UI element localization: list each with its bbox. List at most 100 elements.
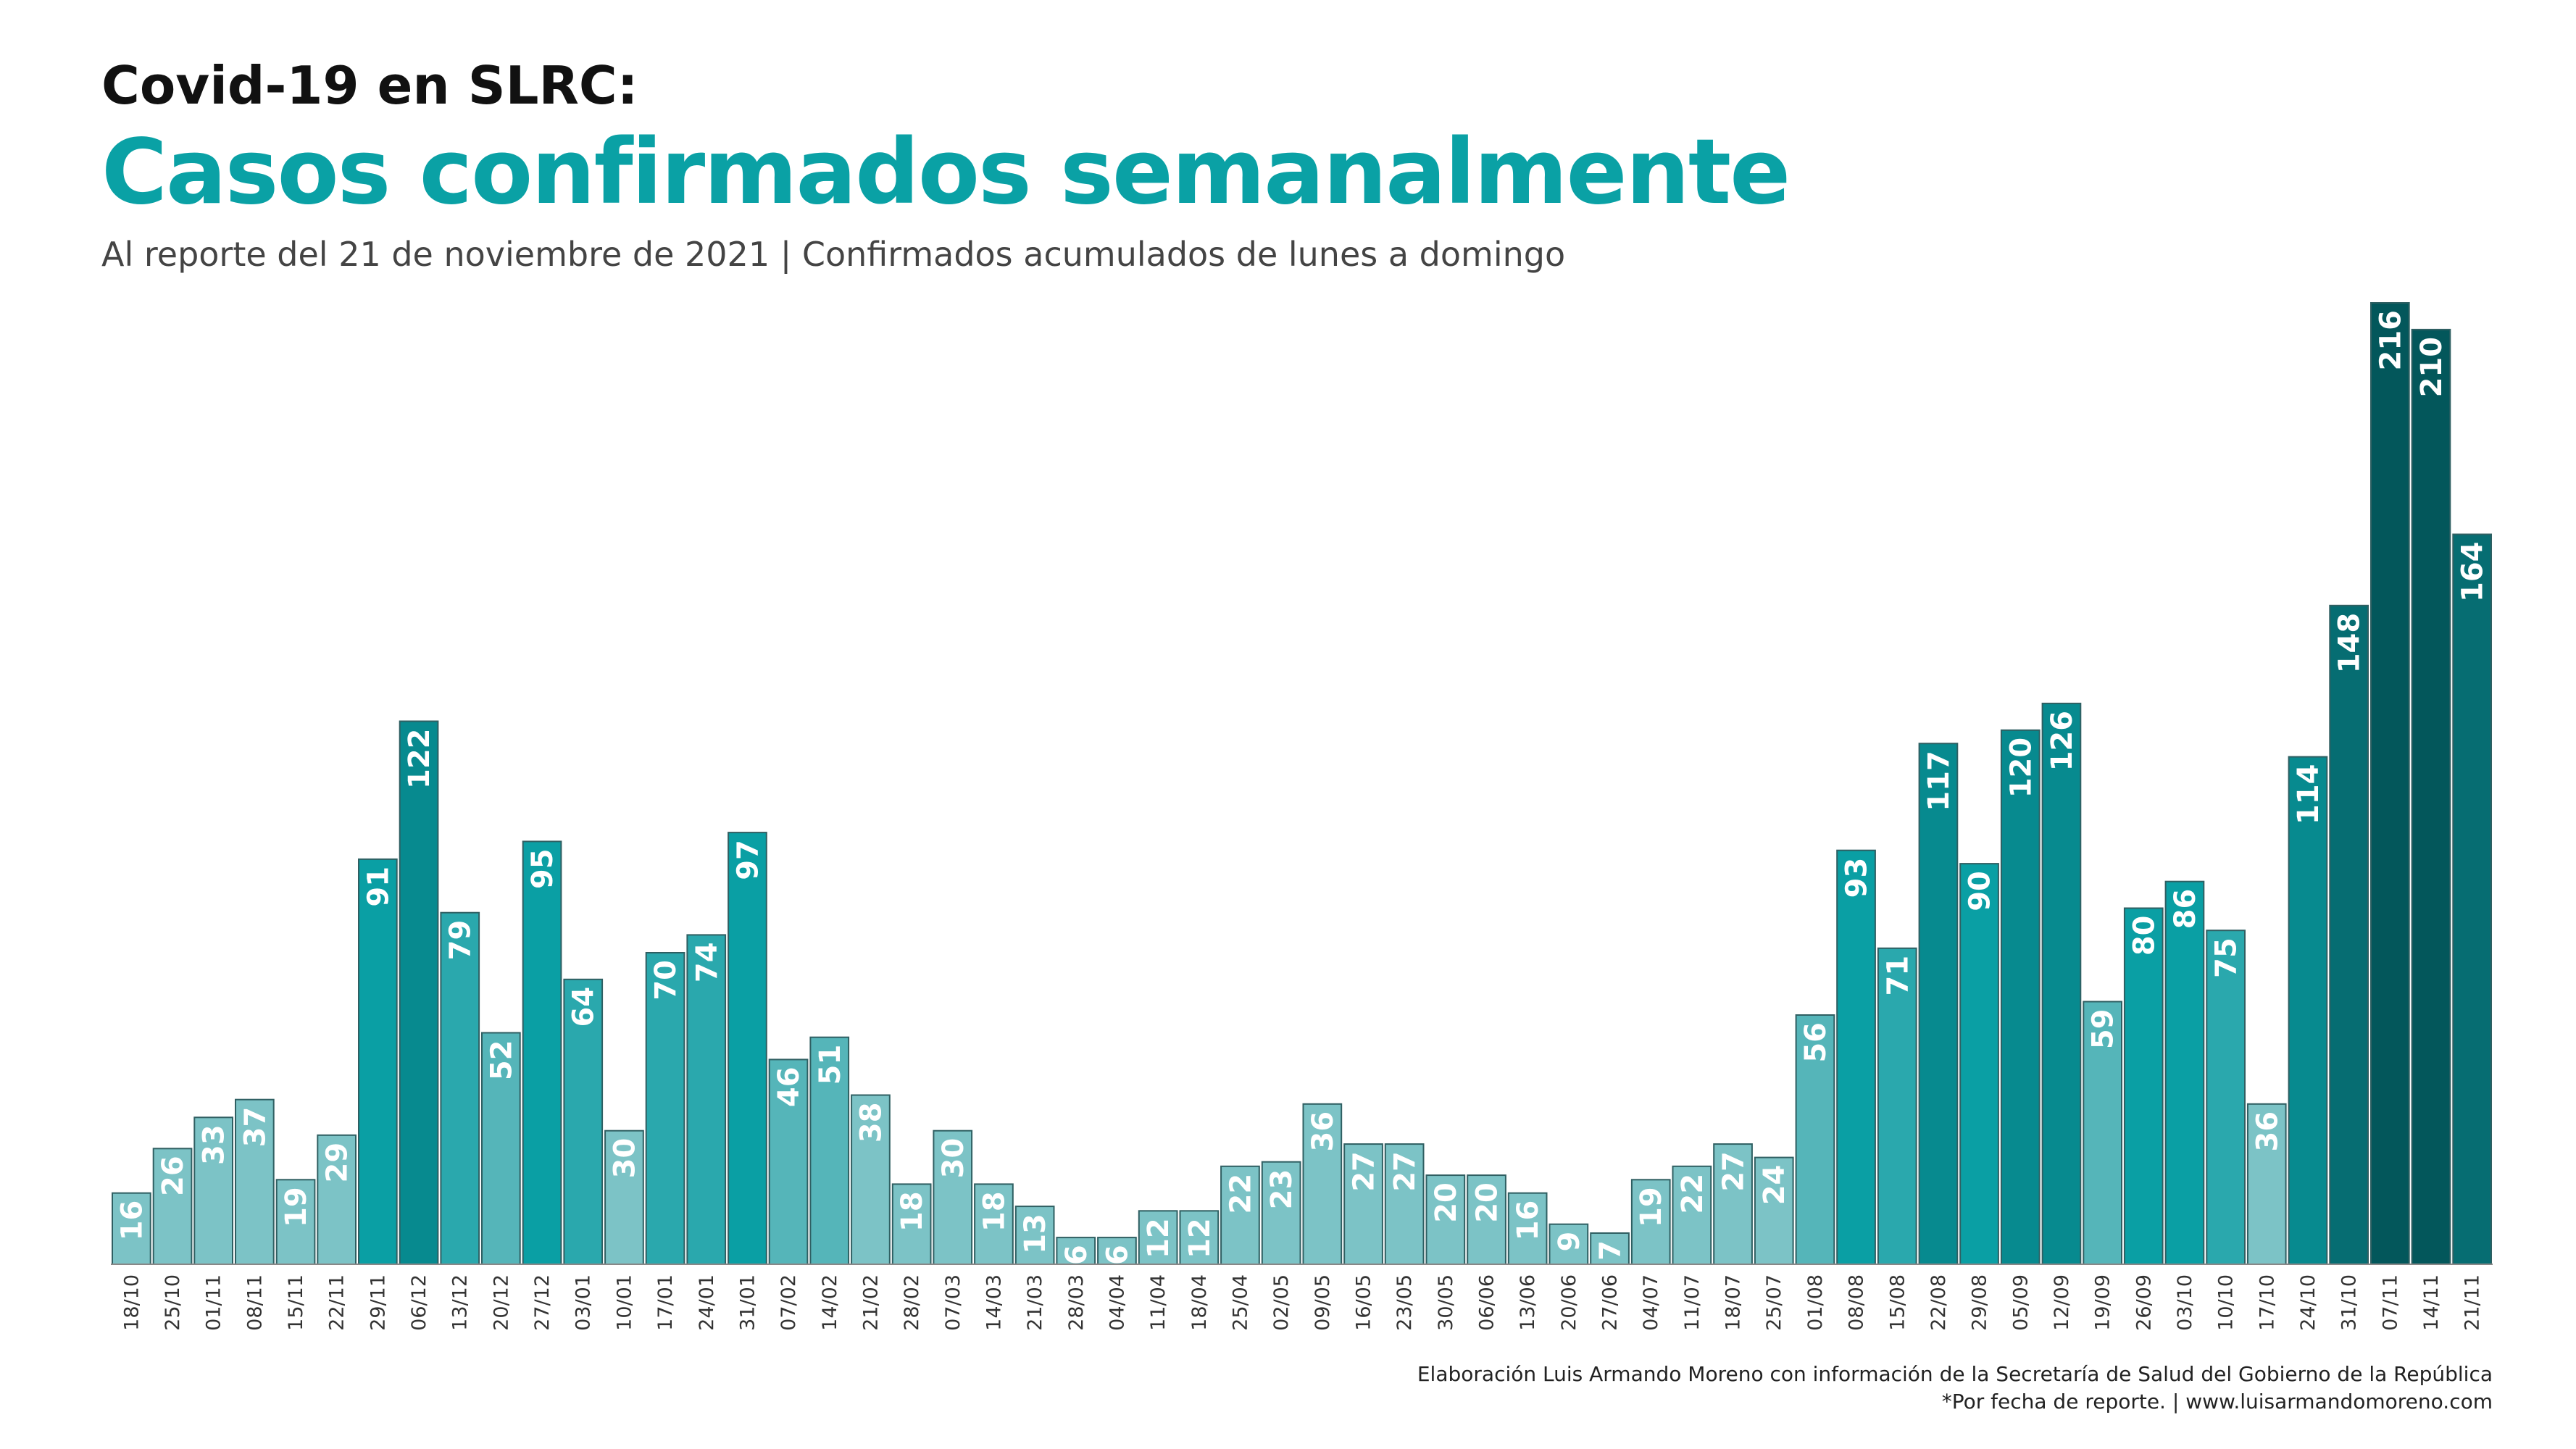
data-label-07/02: 46 <box>772 1066 806 1107</box>
credits-source: Elaboración Luis Armando Moreno con info… <box>1417 1362 2493 1386</box>
bar-28/03 <box>1056 1237 1096 1265</box>
data-label-04/04: 6 <box>1101 1245 1135 1265</box>
data-label-16/05: 27 <box>1348 1151 1381 1192</box>
tick-label-08/08: 08/08 <box>1846 1274 1868 1331</box>
bar-18/04 <box>1179 1210 1220 1266</box>
bar-23/05 <box>1384 1143 1425 1265</box>
data-label-01/11: 33 <box>198 1124 231 1165</box>
data-label-25/10: 26 <box>157 1156 190 1196</box>
data-label-28/02: 18 <box>896 1191 929 1232</box>
data-label-07/11: 216 <box>2374 310 2407 371</box>
bar-31/01 <box>728 832 767 1265</box>
chart-subtitle: Al reporte del 21 de noviembre de 2021 |… <box>101 235 1566 274</box>
data-label-22/11: 29 <box>321 1143 354 1183</box>
tick-label-13/12: 13/12 <box>449 1274 472 1331</box>
tick-label-06/06: 06/06 <box>1476 1274 1499 1331</box>
bar-21/03 <box>1014 1206 1055 1265</box>
bar-14/03 <box>974 1183 1014 1266</box>
chart-title-top: Covid-19 en SLRC: <box>101 55 638 116</box>
bar-30/05 <box>1425 1174 1466 1265</box>
bar-08/08 <box>1836 849 1876 1265</box>
data-label-06/12: 122 <box>403 729 436 790</box>
data-label-03/01: 64 <box>567 987 601 1027</box>
bar-19/09 <box>2083 1001 2123 1265</box>
data-label-10/01: 30 <box>608 1138 641 1179</box>
credits-note: *Por fecha de reporte. | www.luisarmando… <box>1941 1389 2493 1413</box>
chart-credits: Elaboración Luis Armando Moreno con info… <box>1417 1361 2493 1416</box>
data-label-21/02: 38 <box>854 1103 888 1143</box>
tick-label-14/03: 14/03 <box>983 1274 1006 1331</box>
tick-label-07/11: 07/11 <box>2379 1274 2401 1331</box>
tick-label-05/09: 05/09 <box>2009 1274 2032 1331</box>
bar-07/02 <box>768 1058 809 1266</box>
data-label-18/10: 16 <box>115 1200 149 1241</box>
data-label-29/11: 91 <box>362 867 395 907</box>
bar-13/06 <box>1507 1192 1548 1265</box>
bar-21/02 <box>851 1094 891 1265</box>
tick-label-16/05: 16/05 <box>1353 1274 1375 1331</box>
tick-label-01/11: 01/11 <box>203 1274 225 1331</box>
tick-label-14/11: 14/11 <box>2420 1274 2443 1331</box>
bar-01/08 <box>1795 1014 1835 1265</box>
data-label-31/01: 97 <box>731 840 764 880</box>
tick-label-24/01: 24/01 <box>696 1274 718 1331</box>
data-label-14/11: 210 <box>2415 337 2448 398</box>
chart-title-main: Casos confirmados semanalmente <box>101 120 1791 225</box>
data-label-30/05: 20 <box>1430 1182 1463 1223</box>
bar-14/02 <box>809 1036 850 1265</box>
bar-05/09 <box>2000 729 2041 1265</box>
tick-label-03/10: 03/10 <box>2174 1274 2196 1331</box>
tick-label-19/09: 19/09 <box>2092 1274 2114 1331</box>
tick-label-10/01: 10/01 <box>613 1274 635 1331</box>
bar-03/01 <box>563 978 604 1266</box>
tick-label-06/12: 06/12 <box>408 1274 430 1331</box>
tick-label-18/04: 18/04 <box>1188 1274 1211 1331</box>
data-label-21/11: 164 <box>2456 542 2490 603</box>
tick-label-28/02: 28/02 <box>901 1274 923 1331</box>
tick-label-31/01: 31/01 <box>736 1274 759 1331</box>
tick-label-27/12: 27/12 <box>531 1274 554 1331</box>
bar-07/11 <box>2370 302 2410 1265</box>
data-label-04/07: 19 <box>1635 1187 1668 1227</box>
bar-13/12 <box>440 911 480 1265</box>
tick-label-04/07: 04/07 <box>1640 1274 1662 1331</box>
tick-label-29/08: 29/08 <box>1969 1274 1991 1331</box>
data-label-13/12: 79 <box>444 920 478 961</box>
tick-label-30/05: 30/05 <box>1435 1274 1457 1331</box>
data-label-20/06: 9 <box>1553 1232 1586 1252</box>
tick-label-21/02: 21/02 <box>859 1274 882 1331</box>
data-label-28/03: 6 <box>1060 1245 1093 1265</box>
tick-label-11/04: 11/04 <box>1147 1274 1170 1331</box>
data-label-09/05: 36 <box>1306 1111 1340 1152</box>
tick-label-21/11: 21/11 <box>2462 1274 2484 1331</box>
tick-label-15/11: 15/11 <box>285 1274 307 1331</box>
bar-27/12 <box>522 840 562 1265</box>
tick-label-29/11: 29/11 <box>367 1274 389 1331</box>
data-label-22/08: 117 <box>1922 751 1956 811</box>
data-label-06/06: 20 <box>1471 1182 1504 1223</box>
tick-label-17/10: 17/10 <box>2256 1274 2278 1331</box>
data-label-25/04: 22 <box>1225 1174 1258 1214</box>
tick-label-12/09: 12/09 <box>2051 1274 2073 1331</box>
data-label-26/09: 80 <box>2127 916 2161 956</box>
tick-label-03/01: 03/01 <box>572 1274 595 1331</box>
data-label-07/03: 30 <box>937 1138 970 1179</box>
tick-label-18/10: 18/10 <box>120 1274 143 1331</box>
data-label-20/12: 52 <box>485 1040 518 1081</box>
data-label-18/04: 12 <box>1183 1218 1217 1258</box>
bar-09/05 <box>1302 1103 1343 1266</box>
tick-label-02/05: 02/05 <box>1270 1274 1293 1331</box>
data-label-08/11: 37 <box>238 1107 272 1148</box>
tick-label-17/01: 17/01 <box>654 1274 677 1331</box>
data-label-21/03: 13 <box>1019 1214 1052 1254</box>
data-label-29/08: 90 <box>1964 871 1997 911</box>
bar-24/10 <box>2288 756 2328 1265</box>
tick-label-07/02: 07/02 <box>778 1274 800 1331</box>
bar-18/10 <box>112 1192 151 1265</box>
tick-label-14/02: 14/02 <box>819 1274 841 1331</box>
bar-20/06 <box>1548 1223 1589 1265</box>
data-label-17/10: 36 <box>2251 1111 2284 1152</box>
tick-label-26/09: 26/09 <box>2133 1274 2155 1331</box>
data-label-03/10: 86 <box>2169 889 2202 930</box>
